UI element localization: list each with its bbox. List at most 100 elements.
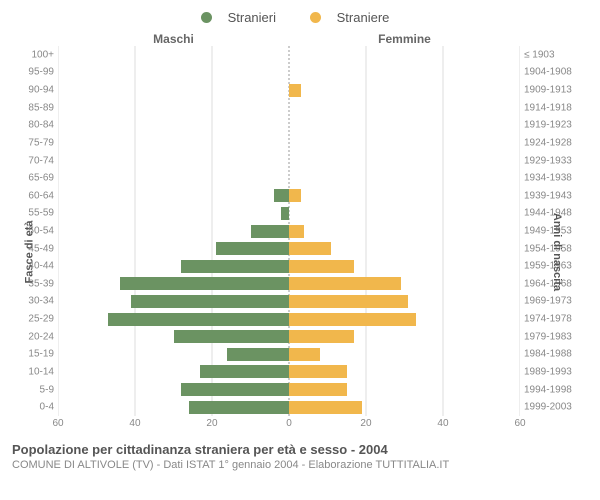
x-tick: 20 — [360, 418, 371, 429]
birth-tick: 1934-1938 — [524, 173, 572, 184]
bar-row — [58, 225, 520, 238]
age-tick: 60-64 — [28, 190, 54, 201]
birth-tick: 1974-1978 — [524, 314, 572, 325]
birth-tick: 1969-1973 — [524, 296, 572, 307]
age-tick: 20-24 — [28, 331, 54, 342]
x-axis-right: 204060 — [289, 418, 520, 432]
birth-tick: 1949-1953 — [524, 226, 572, 237]
x-tick: 60 — [52, 418, 63, 429]
x-tick: 40 — [129, 418, 140, 429]
birth-tick: 1954-1958 — [524, 243, 572, 254]
birth-tick: 1989-1993 — [524, 366, 572, 377]
birth-tick: 1944-1948 — [524, 208, 572, 219]
age-tick: 90-94 — [28, 85, 54, 96]
male-bar — [251, 225, 289, 238]
bar-row — [58, 48, 520, 61]
age-tick: 75-79 — [28, 137, 54, 148]
bar-row — [58, 154, 520, 167]
female-bar — [289, 401, 362, 414]
bar-row — [58, 401, 520, 414]
female-bar — [289, 189, 301, 202]
female-bar — [289, 383, 347, 396]
x-tick: 20 — [206, 418, 217, 429]
x-tick: 60 — [514, 418, 525, 429]
bar-row — [58, 383, 520, 396]
male-bar — [131, 295, 289, 308]
male-bar — [189, 401, 289, 414]
male-bar — [181, 383, 289, 396]
female-bar — [289, 348, 320, 361]
age-tick: 55-59 — [28, 208, 54, 219]
bar-row — [58, 84, 520, 97]
plot-area: Fasce di età 100+95-9990-9485-8980-8475-… — [12, 46, 588, 416]
chart-container: Stranieri Straniere Maschi Femmine Fasce… — [0, 0, 600, 500]
bar-row — [58, 207, 520, 220]
male-bar — [274, 189, 289, 202]
x-tick: 40 — [437, 418, 448, 429]
age-tick: 85-89 — [28, 102, 54, 113]
female-bar — [289, 260, 354, 273]
bar-row — [58, 295, 520, 308]
female-bar — [289, 242, 331, 255]
bar-row — [58, 136, 520, 149]
header-right: Femmine — [289, 32, 520, 46]
caption-title: Popolazione per cittadinanza straniera p… — [12, 442, 588, 457]
birth-tick: 1994-1998 — [524, 384, 572, 395]
bar-row — [58, 330, 520, 343]
age-tick: 50-54 — [28, 226, 54, 237]
female-bar — [289, 277, 401, 290]
bar-row — [58, 277, 520, 290]
legend-label-female: Straniere — [337, 10, 390, 25]
legend-item-female: Straniere — [310, 10, 400, 25]
female-bar — [289, 225, 304, 238]
male-bar — [108, 313, 289, 326]
birth-tick: 1909-1913 — [524, 85, 572, 96]
bar-row — [58, 189, 520, 202]
male-bar — [120, 277, 289, 290]
birth-tick: 1984-1988 — [524, 349, 572, 360]
age-tick: 10-14 — [28, 366, 54, 377]
age-tick: 70-74 — [28, 155, 54, 166]
age-tick: 15-19 — [28, 349, 54, 360]
column-headers: Maschi Femmine — [12, 32, 588, 46]
bar-row — [58, 242, 520, 255]
birth-tick: 1929-1933 — [524, 155, 572, 166]
birth-tick: 1939-1943 — [524, 190, 572, 201]
legend-item-male: Stranieri — [201, 10, 286, 25]
female-bar — [289, 330, 354, 343]
female-bar — [289, 365, 347, 378]
male-bar — [200, 365, 289, 378]
bar-row — [58, 313, 520, 326]
bar-row — [58, 101, 520, 114]
bar-row — [58, 66, 520, 79]
age-tick: 40-44 — [28, 261, 54, 272]
birth-tick: 1919-1923 — [524, 120, 572, 131]
age-tick: 65-69 — [28, 173, 54, 184]
male-bar — [281, 207, 289, 220]
age-tick: 45-49 — [28, 243, 54, 254]
y-axis-label-right: Anni di nascita — [551, 213, 563, 291]
x-axis: 6040200 204060 — [12, 418, 588, 432]
age-axis: 100+95-9990-9485-8980-8475-7970-7465-696… — [12, 46, 58, 416]
age-tick: 25-29 — [28, 314, 54, 325]
age-tick: 0-4 — [40, 402, 54, 413]
male-bar — [227, 348, 289, 361]
birth-tick: 1924-1928 — [524, 137, 572, 148]
female-bar — [289, 313, 416, 326]
bar-row — [58, 348, 520, 361]
caption-subtitle: COMUNE DI ALTIVOLE (TV) - Dati ISTAT 1° … — [12, 459, 588, 471]
age-tick: 80-84 — [28, 120, 54, 131]
caption: Popolazione per cittadinanza straniera p… — [12, 442, 588, 471]
male-bar — [216, 242, 289, 255]
age-tick: 100+ — [31, 49, 54, 60]
legend-label-male: Stranieri — [228, 10, 276, 25]
male-bar — [174, 330, 290, 343]
female-bar — [289, 84, 301, 97]
legend: Stranieri Straniere — [12, 10, 588, 26]
birth-tick: 1979-1983 — [524, 331, 572, 342]
bar-row — [58, 172, 520, 185]
bar-row — [58, 260, 520, 273]
x-axis-left: 6040200 — [58, 418, 289, 432]
pyramid-chart — [58, 46, 520, 416]
birth-tick: ≤ 1903 — [524, 49, 555, 60]
